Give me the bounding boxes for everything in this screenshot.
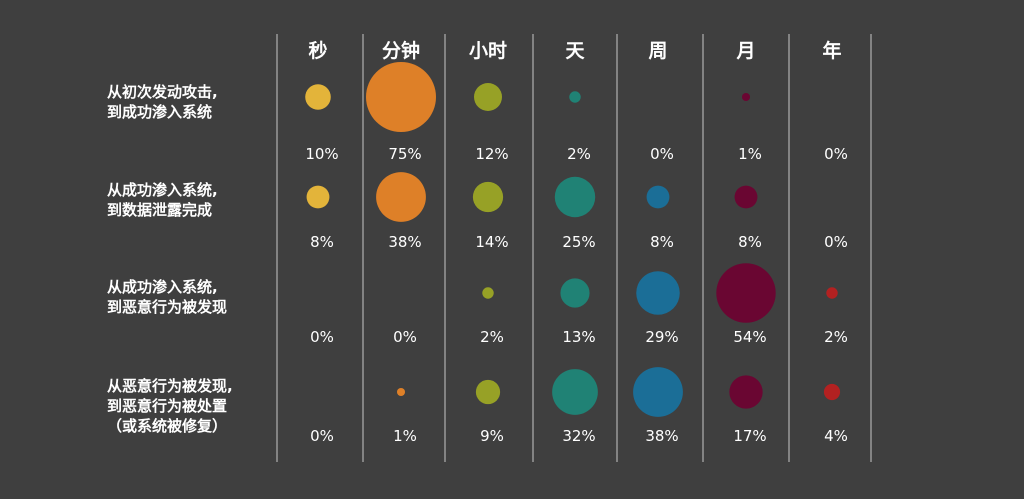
bubble-r1-c1 [376,172,426,222]
value-label-r1-c0: 8% [310,233,334,251]
value-label-r3-c2: 9% [480,427,504,445]
bubble-r0-c2 [474,83,502,111]
bubble-r3-c5 [729,375,763,409]
value-label-r2-c1: 0% [393,328,417,346]
bubble-r2-c2 [482,287,494,299]
value-label-r3-c6: 4% [824,427,848,445]
value-label-r0-c5: 1% [738,145,762,163]
bubble-r3-c3 [552,369,598,415]
bubble-r1-c2 [472,181,504,213]
value-label-r0-c6: 0% [824,145,848,163]
bubble-r2-c6 [826,287,838,299]
value-label-r3-c3: 32% [562,427,595,445]
bubble-r2-c3 [560,278,590,308]
column-header-3: 天 [565,40,585,62]
row-label-1: 从成功渗入系统, 到数据泄露完成 [107,181,218,219]
value-label-r2-c4: 29% [645,328,678,346]
value-label-r1-c3: 25% [562,233,595,251]
row-label-line: 到成功渗入系统 [107,103,212,121]
column-header-2: 小时 [469,40,507,62]
value-label-r0-c3: 2% [567,145,591,163]
value-label-r2-c0: 0% [310,328,334,346]
bubble-r1-c5 [734,185,758,209]
bubble-r0-c0 [305,84,331,110]
bubble-r2-c5 [716,263,776,323]
bubble-r3-c6 [823,383,841,401]
row-label-line: 从初次发动攻击, [107,83,218,101]
bubble-r0-c3 [569,91,581,103]
column-header-1: 分钟 [382,39,420,62]
bubble-r3-c1 [396,387,406,397]
row-label-line: （或系统被修复） [107,417,227,435]
row-label-line: 到恶意行为被处置 [107,397,227,415]
row-label-line: 到数据泄露完成 [107,201,212,219]
bubble-r1-c0 [306,185,330,209]
bubble-r1-c3 [554,176,596,218]
value-label-r0-c0: 10% [305,145,338,163]
value-label-r1-c6: 0% [824,233,848,251]
value-label-r1-c4: 8% [650,233,674,251]
bubble-r0-c5 [741,92,751,102]
value-label-r0-c2: 12% [475,145,508,163]
value-label-r0-c4: 0% [650,145,674,163]
row-label-3: 从恶意行为被发现, 到恶意行为被处置 （或系统被修复） [107,377,233,435]
value-label-r1-c1: 38% [388,233,421,251]
value-label-r3-c5: 17% [733,427,766,445]
value-label-r1-c2: 14% [475,233,508,251]
row-label-line: 从成功渗入系统, [107,181,218,199]
value-label-r2-c5: 54% [733,328,766,346]
row-label-0: 从初次发动攻击, 到成功渗入系统 [107,83,218,121]
value-label-r3-c0: 0% [310,427,334,445]
bubble-r1-c4 [646,185,670,209]
column-header-6: 年 [822,39,841,62]
value-label-r3-c4: 38% [645,427,678,445]
row-label-line: 从成功渗入系统, [107,278,218,296]
value-label-r2-c2: 2% [480,328,504,346]
column-header-4: 周 [648,40,667,62]
column-header-0: 秒 [308,39,327,62]
bubble-r3-c2 [475,379,501,405]
column-header-5: 月 [735,40,755,62]
row-label-line: 从恶意行为被发现, [107,377,233,395]
row-label-line: 到恶意行为被发现 [107,298,227,316]
value-label-r2-c3: 13% [562,328,595,346]
bubble-r3-c4 [633,367,683,417]
bubble-r0-c1 [366,62,436,132]
bubble-r2-c4 [636,271,680,315]
value-label-r3-c1: 1% [393,427,417,445]
value-label-r1-c5: 8% [738,233,762,251]
row-label-2: 从成功渗入系统, 到恶意行为被发现 [107,278,227,316]
value-label-r0-c1: 75% [388,145,421,163]
value-label-r2-c6: 2% [824,328,848,346]
